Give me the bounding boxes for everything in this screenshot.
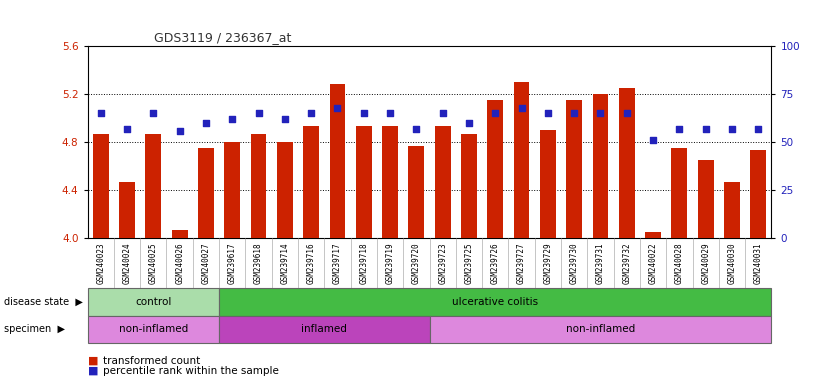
Text: GSM239727: GSM239727 [517, 242, 526, 284]
Text: control: control [135, 297, 172, 307]
Point [436, 110, 450, 116]
Bar [88, 288, 219, 316]
Bar [540, 130, 555, 238]
Bar [219, 288, 771, 316]
Text: GSM240028: GSM240028 [675, 242, 684, 284]
Text: GSM239719: GSM239719 [385, 242, 394, 284]
Bar [566, 100, 582, 238]
Bar [219, 316, 430, 343]
Text: GSM239617: GSM239617 [228, 242, 237, 284]
Point [357, 110, 370, 116]
Text: ulcerative colitis: ulcerative colitis [452, 297, 538, 307]
Point [462, 120, 475, 126]
Text: GSM239716: GSM239716 [307, 242, 315, 284]
Point [673, 126, 686, 132]
Text: GSM239731: GSM239731 [596, 242, 605, 284]
Text: GSM239725: GSM239725 [465, 242, 474, 284]
Bar [251, 134, 266, 238]
Text: disease state  ▶: disease state ▶ [4, 297, 83, 307]
Text: GSM240025: GSM240025 [148, 242, 158, 284]
Bar [487, 100, 503, 238]
Bar [88, 316, 219, 343]
Point [225, 116, 239, 122]
Text: GSM240022: GSM240022 [649, 242, 657, 284]
Bar [724, 182, 740, 238]
Text: inflamed: inflamed [301, 324, 347, 334]
Point [567, 110, 580, 116]
Text: GSM239717: GSM239717 [333, 242, 342, 284]
Text: percentile rank within the sample: percentile rank within the sample [103, 366, 279, 376]
Bar [514, 82, 530, 238]
Bar [671, 148, 687, 238]
Bar [409, 146, 425, 238]
Text: specimen  ▶: specimen ▶ [4, 324, 65, 334]
Point [199, 120, 213, 126]
Text: GSM239618: GSM239618 [254, 242, 263, 284]
Bar [172, 230, 188, 238]
Text: GSM240023: GSM240023 [96, 242, 105, 284]
Text: GSM240026: GSM240026 [175, 242, 184, 284]
Bar [435, 126, 450, 238]
Point [646, 137, 660, 143]
Text: GSM240027: GSM240027 [202, 242, 210, 284]
Bar [93, 134, 108, 238]
Point [489, 110, 502, 116]
Text: GSM239720: GSM239720 [412, 242, 421, 284]
Text: transformed count: transformed count [103, 356, 200, 366]
Bar [277, 142, 293, 238]
Bar [619, 88, 635, 238]
Text: GSM239732: GSM239732 [622, 242, 631, 284]
Text: GSM239729: GSM239729 [544, 242, 552, 284]
Point [699, 126, 712, 132]
Bar [698, 160, 714, 238]
Text: ■: ■ [88, 366, 98, 376]
Text: non-inflamed: non-inflamed [118, 324, 188, 334]
Point [94, 110, 108, 116]
Text: GDS3119 / 236367_at: GDS3119 / 236367_at [154, 31, 292, 44]
Bar [304, 126, 319, 238]
Bar [145, 134, 161, 238]
Point [279, 116, 292, 122]
Text: GSM239714: GSM239714 [280, 242, 289, 284]
Point [252, 110, 265, 116]
Text: GSM240029: GSM240029 [701, 242, 711, 284]
Bar [751, 151, 766, 238]
Bar [382, 126, 398, 238]
Text: GSM240024: GSM240024 [123, 242, 132, 284]
Point [726, 126, 739, 132]
Text: non-inflamed: non-inflamed [565, 324, 636, 334]
Point [409, 126, 423, 132]
Text: GSM239723: GSM239723 [438, 242, 447, 284]
Point [304, 110, 318, 116]
Bar [119, 182, 135, 238]
Point [594, 110, 607, 116]
Text: GSM239730: GSM239730 [570, 242, 579, 284]
Bar [593, 94, 608, 238]
Point [515, 104, 528, 111]
Text: ■: ■ [88, 356, 98, 366]
Bar [198, 148, 214, 238]
Text: GSM240031: GSM240031 [754, 242, 763, 284]
Point [120, 126, 133, 132]
Bar [646, 232, 661, 238]
Point [620, 110, 634, 116]
Point [147, 110, 160, 116]
Point [541, 110, 555, 116]
Point [331, 104, 344, 111]
Text: GSM239718: GSM239718 [359, 242, 369, 284]
Text: GSM239726: GSM239726 [490, 242, 500, 284]
Bar [430, 316, 771, 343]
Text: GSM240030: GSM240030 [727, 242, 736, 284]
Bar [329, 84, 345, 238]
Point [384, 110, 397, 116]
Point [751, 126, 765, 132]
Point [173, 127, 186, 134]
Bar [224, 142, 240, 238]
Bar [356, 126, 372, 238]
Bar [461, 134, 477, 238]
